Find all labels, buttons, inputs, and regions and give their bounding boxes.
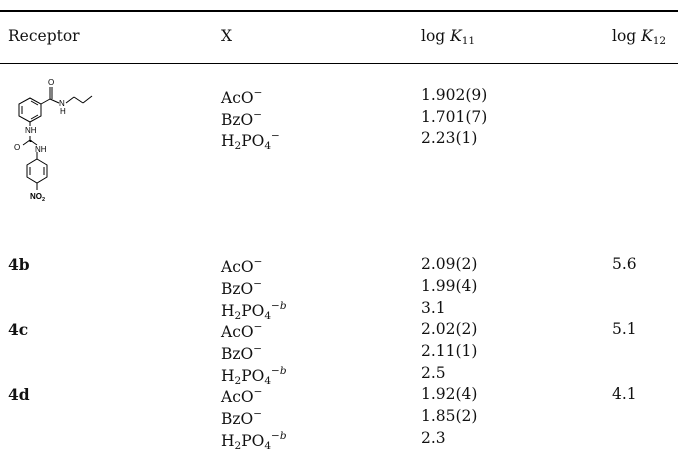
receptor-label-4c: 4c [8,322,28,338]
anion-h2po4: H2PO4−b [221,366,287,387]
k12-value: 5.6 [612,257,637,273]
k11-value: 1.92(4) [421,387,477,403]
k11-value: 2.11(1) [421,344,477,360]
header-logk11: log K11 [421,29,475,47]
anion-bzo: BzO− [221,279,262,298]
k11-value: 2.09(2) [421,257,477,273]
k11-value: 2.5 [421,366,446,382]
anion-aco: AcO− [221,387,262,406]
anion-h2po4: H2PO4− [221,131,280,152]
k11-value: 1.85(2) [421,409,477,425]
anion-aco: AcO− [221,88,262,107]
anion-h2po4: H2PO4−b [221,301,287,322]
table-top-rule [0,10,678,12]
structure-label-amide-h: H [60,107,66,116]
anion-aco: AcO− [221,257,262,276]
k11-value: 1.701(7) [421,110,487,126]
structure-label-o-top: O [48,78,54,87]
anion-bzo: BzO− [221,344,262,363]
k12-value: 4.1 [612,387,637,403]
receptor-label-4d: 4d [8,387,30,403]
structure-label-nitro: NO2 [30,192,45,203]
k11-value: 2.3 [421,431,446,447]
receptor-label-4b: 4b [8,257,30,273]
k11-value: 2.23(1) [421,131,477,147]
anion-bzo: BzO− [221,110,262,129]
k12-value: 5.1 [612,322,637,338]
k11-value: 1.99(4) [421,279,477,295]
anion-h2po4: H2PO4−b [221,431,287,452]
k11-value: 1.902(9) [421,88,487,104]
k11-value: 2.02(2) [421,322,477,338]
anion-bzo: BzO− [221,409,262,428]
header-receptor: Receptor [8,29,80,45]
header-logk12: log K12 [612,29,666,47]
structure-label-nh-lower: NH [35,145,47,154]
receptor-structure-diagram: O N H NH O NH NO2 [10,72,110,210]
header-x: X [221,29,232,45]
anion-aco: AcO− [221,322,262,341]
structure-label-nh-upper: NH [25,126,37,135]
k11-value: 3.1 [421,301,446,317]
structure-label-o-urea: O [14,143,20,152]
table-header-rule [0,63,678,64]
